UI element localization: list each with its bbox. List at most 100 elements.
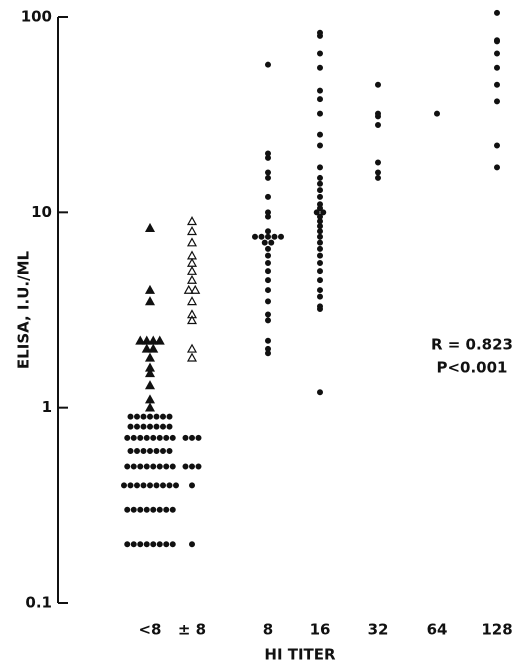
point [154,335,165,345]
point [141,343,152,353]
point [147,423,153,430]
point [317,245,323,252]
x-tick-label: ± 8 [178,621,206,639]
point [156,541,163,548]
point [265,174,271,181]
point [166,448,173,455]
point [166,413,173,420]
point [271,233,278,240]
point [147,482,153,489]
point [147,413,153,420]
point [150,506,157,513]
point [150,434,157,441]
point [317,268,323,275]
point [144,352,156,362]
annotation: P<0.001 [436,359,507,377]
point [144,368,156,378]
point [494,64,500,71]
point [317,180,323,187]
point [130,463,137,470]
point [163,541,170,548]
x-axis-label: HI TITER [264,646,336,664]
point [186,296,198,306]
point [140,413,147,420]
point [153,413,160,420]
y-tick-label: 1 [42,398,52,416]
point [265,268,271,275]
point [317,142,323,149]
point [150,541,157,548]
point [147,448,153,455]
point [163,463,170,470]
point [156,434,163,441]
point [375,169,381,176]
point [265,311,271,318]
point [189,463,195,470]
point [130,506,137,513]
point [375,159,381,166]
point [148,335,159,345]
point [127,482,134,489]
point [127,413,134,420]
point [317,287,323,294]
point [169,506,176,513]
point [313,209,320,216]
point [124,434,131,441]
point [265,350,271,357]
point [163,506,170,513]
point [261,239,268,246]
x-tick-label: <8 [138,621,161,639]
y-tick-label: 100 [21,8,52,26]
point [137,541,144,548]
point [265,150,271,157]
point [160,413,166,420]
point [153,448,160,455]
point [134,413,140,420]
point [153,423,160,430]
point [124,506,131,513]
point [317,293,323,300]
x-tick-label: 64 [427,621,448,639]
point [137,506,144,513]
point [494,37,500,44]
point [317,305,323,312]
point [317,252,323,259]
point [317,187,323,194]
annotation: R = 0.823 [431,336,513,354]
point [186,237,198,247]
point [137,463,144,470]
point [189,541,195,548]
point [160,482,166,489]
point [169,434,176,441]
point [265,169,271,176]
point [265,317,271,324]
point [278,233,284,240]
point [189,482,195,489]
point [186,352,198,362]
y-axis-label: ELISA, I.U./ML [15,251,33,370]
point [144,284,156,294]
point [134,482,140,489]
point [144,402,156,412]
point [265,245,271,252]
point [156,463,163,470]
point [143,506,150,513]
point [268,239,275,246]
point [265,228,271,235]
point [265,260,271,267]
point [134,448,140,455]
point [186,226,198,236]
y-tick-label: 0.1 [25,594,52,612]
point [150,463,157,470]
point [144,394,156,404]
point [265,61,271,68]
point [317,223,323,230]
point [317,213,323,220]
point [130,541,137,548]
point [160,448,166,455]
point [265,337,271,344]
point [494,9,500,16]
x-tick-label: 128 [481,621,512,639]
point [166,423,173,430]
